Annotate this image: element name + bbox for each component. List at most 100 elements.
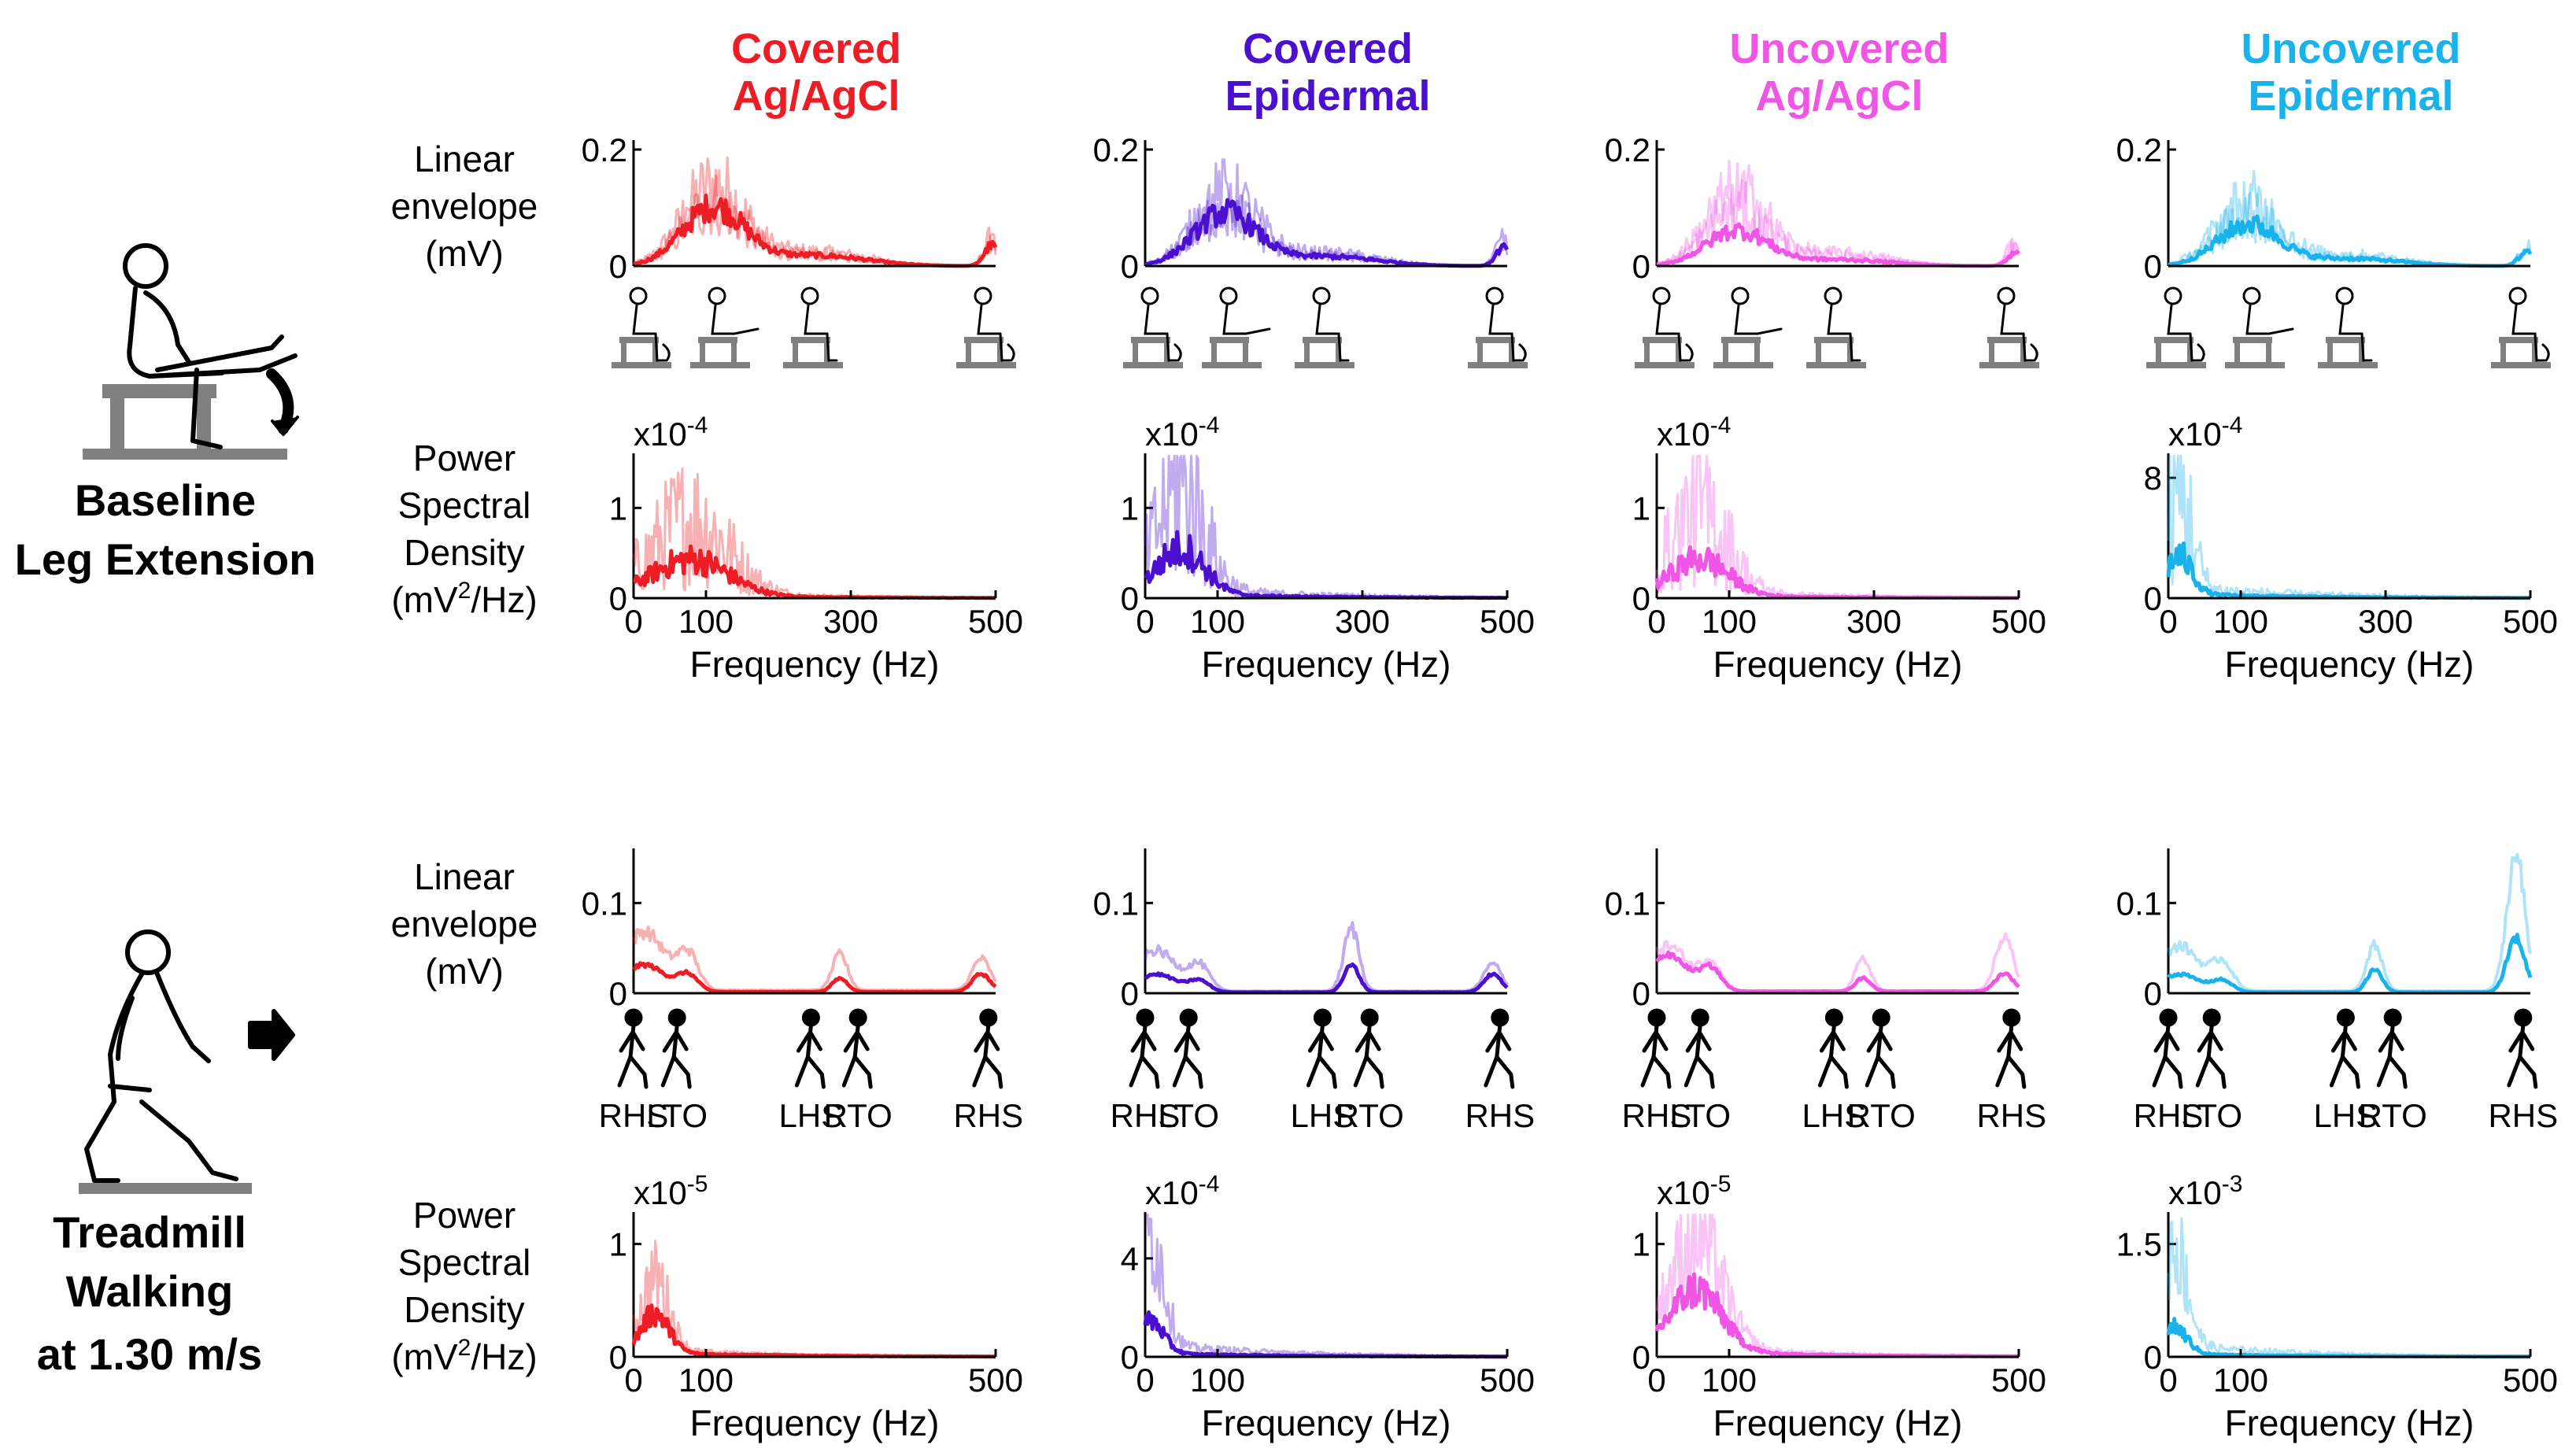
condition-walking-line2: Walking xyxy=(66,1266,234,1316)
seated-pose-icon xyxy=(2491,286,2551,368)
y-tick-label: 4 xyxy=(1121,1240,1139,1277)
chair-leg xyxy=(997,342,1003,364)
leg xyxy=(1166,332,1178,362)
walking-psd-panel: x10-3 0 1.5 0 100 500 Frequency (Hz) xyxy=(2116,1171,2558,1443)
chair-seat xyxy=(1987,337,2027,343)
chair-base xyxy=(1202,362,1262,368)
chair-leg xyxy=(621,342,626,364)
leg xyxy=(1695,1055,1715,1089)
individual-trace xyxy=(2167,454,2531,600)
scale-factor-label: x10-3 xyxy=(2168,1171,2242,1211)
chair-leg xyxy=(1723,342,1728,364)
motion-arrow xyxy=(2030,343,2038,362)
x-tick-label: 100 xyxy=(1190,1362,1245,1399)
x-tick-label: 100 xyxy=(1702,1362,1757,1399)
y-tick-label: 1 xyxy=(1632,490,1650,527)
scale-factor-label: x10-4 xyxy=(1657,412,1731,453)
y-tick-label: 0 xyxy=(609,248,627,285)
scale-factor-label: x10-5 xyxy=(1657,1171,1731,1211)
x-tick-label: 100 xyxy=(678,1362,734,1399)
head xyxy=(624,1008,643,1027)
leg xyxy=(2267,327,2294,335)
arm xyxy=(2209,1031,2223,1051)
motion-arrow xyxy=(1173,343,1182,362)
leg xyxy=(2387,1055,2408,1089)
arm xyxy=(619,1031,634,1053)
gait-event-label: RHS xyxy=(1622,1097,1692,1134)
torso xyxy=(671,1023,679,1059)
arm xyxy=(796,1031,811,1053)
individual-trace xyxy=(632,467,996,600)
walking-pose-icon xyxy=(2329,1008,2360,1089)
x-tick-label: 0 xyxy=(1647,603,1665,640)
leg xyxy=(1677,332,1690,362)
head xyxy=(629,286,648,305)
chair-leg xyxy=(1477,342,1483,364)
chair-leg xyxy=(2234,342,2240,364)
seated-pose-icon xyxy=(2146,286,2206,368)
head xyxy=(1491,1008,1510,1027)
y-tick-label: 1 xyxy=(1121,490,1139,527)
y-tick-label: 1.5 xyxy=(2116,1226,2162,1263)
gait-event-label: LTO xyxy=(2181,1097,2242,1134)
y-tick-label: 1 xyxy=(609,490,627,527)
arm xyxy=(1367,1031,1381,1051)
walking-pose-icon xyxy=(794,1008,826,1089)
leg xyxy=(1876,1055,1896,1089)
torso xyxy=(2006,1023,2014,1059)
walking-pose-icon xyxy=(1484,1008,1515,1089)
y-tick-label: 0 xyxy=(2144,248,2162,285)
gait-event-label: LHS xyxy=(1802,1097,1867,1134)
y-tick-label: 0.2 xyxy=(582,131,627,168)
individual-trace xyxy=(1655,160,2020,268)
torso xyxy=(1695,1023,1702,1059)
head xyxy=(2383,1008,2402,1027)
chair-seat xyxy=(1814,337,1853,343)
seated-pose-icon xyxy=(1979,286,2039,368)
head xyxy=(801,1008,820,1027)
seated-pose-icon xyxy=(956,286,1016,368)
baseline-psd-panel: x10-4 0 8 0 100 300 500 Frequency (Hz) xyxy=(2144,412,2558,685)
arm xyxy=(2166,1031,2180,1051)
leg xyxy=(2163,1055,2183,1089)
y-tick-label: 8 xyxy=(2144,460,2162,497)
seated-pose-icon xyxy=(1202,286,1271,368)
chair-base xyxy=(1979,362,2039,368)
arm xyxy=(674,1031,689,1051)
arm xyxy=(1685,1031,1701,1053)
leg xyxy=(1495,1055,1515,1089)
y-tick-label: 0 xyxy=(1121,1339,1139,1376)
chair-leg xyxy=(1164,342,1170,364)
baseline-psd-panel: x10-4 0 1 0 100 300 500 Frequency (Hz) xyxy=(609,412,1023,685)
walking-pose-icon xyxy=(1172,1008,1203,1089)
torso xyxy=(1488,304,1513,335)
head xyxy=(848,1008,867,1027)
row-label-psd: Density xyxy=(404,532,524,573)
leg xyxy=(654,332,667,362)
leg xyxy=(2507,1055,2522,1088)
arm xyxy=(2521,1031,2535,1051)
x-axis-label: Frequency (Hz) xyxy=(1202,1402,1451,1443)
torso xyxy=(1655,304,1680,335)
leg xyxy=(2206,1055,2227,1089)
column-titles: CoveredAg/AgClCoveredEpidermalUncoveredA… xyxy=(731,25,2461,120)
chair-leg xyxy=(731,342,737,364)
walking-pose-icon xyxy=(1995,1008,2027,1089)
x-tick-label: 500 xyxy=(2503,1362,2558,1399)
x-tick-label: 300 xyxy=(1335,603,1390,640)
individual-trace xyxy=(632,926,997,992)
chair-base xyxy=(1468,362,1528,368)
torso xyxy=(2206,1023,2214,1059)
chair-leg xyxy=(1816,342,1821,364)
torso xyxy=(1317,1023,1325,1059)
leg xyxy=(671,1055,692,1089)
chair-leg xyxy=(1243,342,1248,364)
individual-trace xyxy=(1144,454,1508,600)
chair-leg xyxy=(2327,342,2333,364)
y-tick-label: 0.1 xyxy=(2116,885,2162,922)
arm xyxy=(2153,1031,2169,1053)
row-label-psd-units: (mV2/Hz) xyxy=(391,578,537,620)
arm xyxy=(808,1031,822,1051)
chair-leg xyxy=(2266,342,2271,364)
